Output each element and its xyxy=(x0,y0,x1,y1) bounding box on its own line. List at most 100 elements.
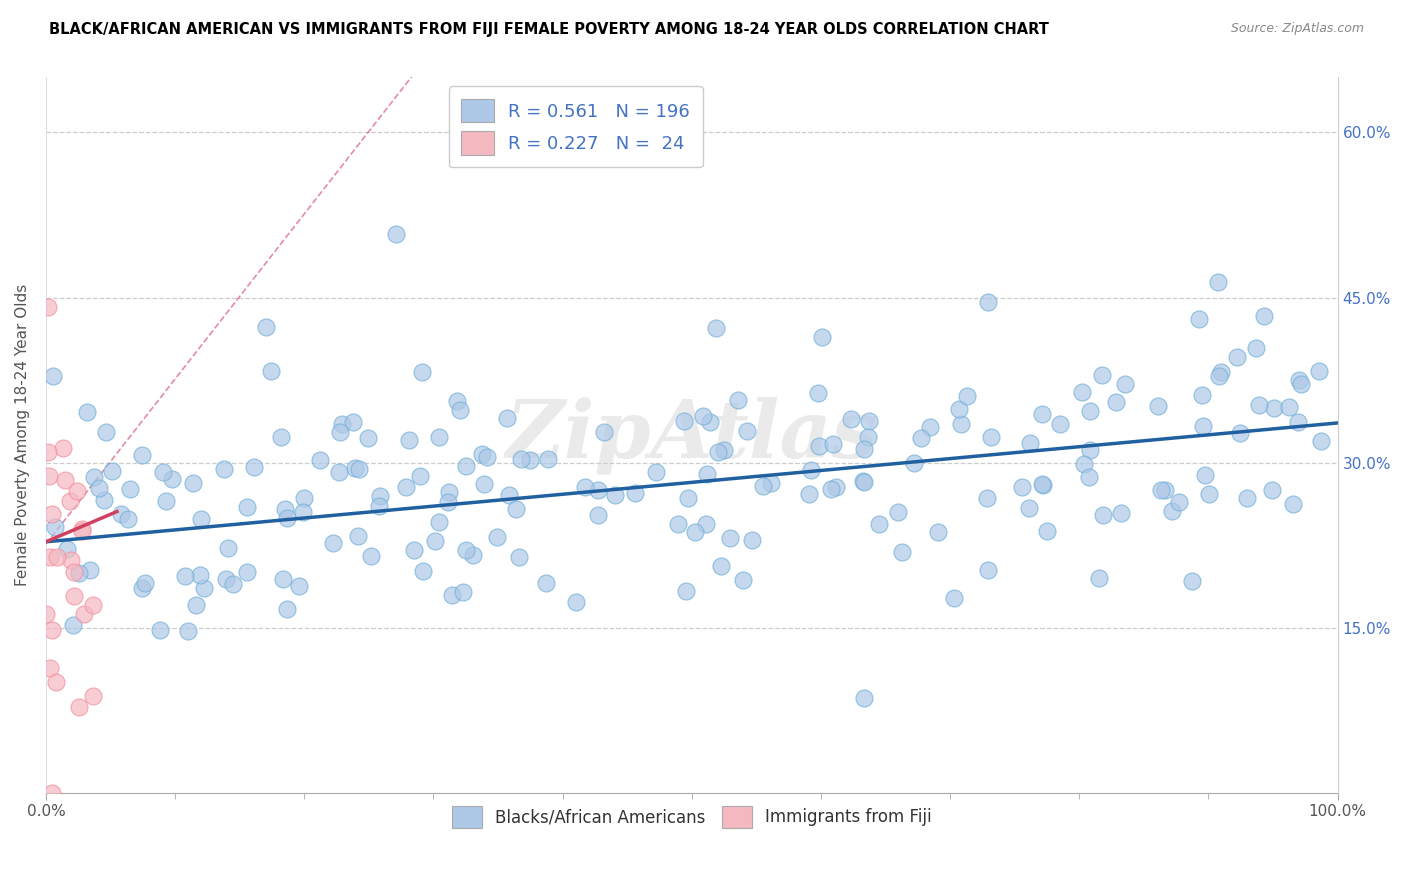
Point xyxy=(858,414,880,428)
Point xyxy=(672,414,695,428)
Point xyxy=(217,541,239,555)
Point xyxy=(67,699,90,714)
Point xyxy=(181,476,204,491)
Point xyxy=(976,564,998,578)
Point xyxy=(83,469,105,483)
Point xyxy=(1286,416,1309,430)
Point xyxy=(288,578,311,592)
Y-axis label: Female Poverty Among 18-24 Year Olds: Female Poverty Among 18-24 Year Olds xyxy=(15,284,30,586)
Point xyxy=(411,364,433,378)
Point xyxy=(486,530,509,544)
Point xyxy=(59,553,82,567)
Point xyxy=(236,565,259,579)
Point xyxy=(118,483,141,497)
Point xyxy=(291,505,314,519)
Point xyxy=(368,499,391,513)
Point xyxy=(852,474,875,488)
Point xyxy=(1018,501,1040,516)
Point xyxy=(853,475,876,489)
Point xyxy=(1226,350,1249,364)
Point xyxy=(472,477,495,491)
Point xyxy=(692,409,714,423)
Point xyxy=(67,566,90,580)
Point xyxy=(1191,388,1213,402)
Point xyxy=(706,445,728,459)
Point xyxy=(37,445,59,459)
Point xyxy=(463,548,485,562)
Point xyxy=(63,589,86,603)
Point xyxy=(440,588,463,602)
Point xyxy=(52,441,75,455)
Point xyxy=(59,494,82,508)
Point xyxy=(1031,476,1053,491)
Point xyxy=(710,558,733,573)
Point xyxy=(368,489,391,503)
Point xyxy=(222,577,245,591)
Point xyxy=(856,430,879,444)
Point xyxy=(852,442,875,456)
Point xyxy=(823,437,845,451)
Point xyxy=(510,452,533,467)
Point xyxy=(1206,275,1229,289)
Point xyxy=(62,617,84,632)
Point xyxy=(82,690,104,704)
Point xyxy=(820,482,842,496)
Point xyxy=(270,430,292,444)
Point xyxy=(79,563,101,577)
Point xyxy=(1109,506,1132,520)
Point xyxy=(44,519,66,533)
Point xyxy=(943,591,966,605)
Point xyxy=(508,549,530,564)
Point xyxy=(174,568,197,582)
Point xyxy=(574,480,596,494)
Point xyxy=(949,417,972,431)
Text: Source: ZipAtlas.com: Source: ZipAtlas.com xyxy=(1230,22,1364,36)
Point xyxy=(385,227,408,241)
Point xyxy=(903,457,925,471)
Point xyxy=(624,486,647,500)
Point xyxy=(276,602,298,616)
Point xyxy=(344,461,367,475)
Point xyxy=(82,598,104,612)
Point xyxy=(63,565,86,579)
Point xyxy=(1282,497,1305,511)
Point xyxy=(347,529,370,543)
Point xyxy=(713,442,735,457)
Point xyxy=(1091,508,1114,522)
Point xyxy=(152,465,174,479)
Point xyxy=(37,301,59,315)
Point xyxy=(1078,442,1101,457)
Point xyxy=(586,483,609,498)
Point xyxy=(1289,377,1312,392)
Point xyxy=(117,512,139,526)
Point xyxy=(825,480,848,494)
Point xyxy=(1146,400,1168,414)
Point xyxy=(519,453,541,467)
Point xyxy=(76,405,98,419)
Point xyxy=(409,468,432,483)
Point xyxy=(46,550,69,565)
Point xyxy=(73,607,96,621)
Point xyxy=(236,500,259,514)
Point xyxy=(260,364,283,378)
Point xyxy=(45,675,67,690)
Point xyxy=(1249,398,1271,412)
Point xyxy=(645,466,668,480)
Point xyxy=(1278,401,1301,415)
Point xyxy=(800,463,823,477)
Point xyxy=(131,581,153,595)
Point xyxy=(330,417,353,431)
Point xyxy=(70,524,93,538)
Point xyxy=(453,585,475,599)
Point xyxy=(360,549,382,564)
Point xyxy=(328,465,350,479)
Point xyxy=(160,472,183,486)
Point xyxy=(727,392,749,407)
Point xyxy=(1071,385,1094,400)
Point xyxy=(454,542,477,557)
Point xyxy=(38,468,60,483)
Point xyxy=(398,433,420,447)
Point xyxy=(274,501,297,516)
Point xyxy=(38,660,60,674)
Point xyxy=(271,572,294,586)
